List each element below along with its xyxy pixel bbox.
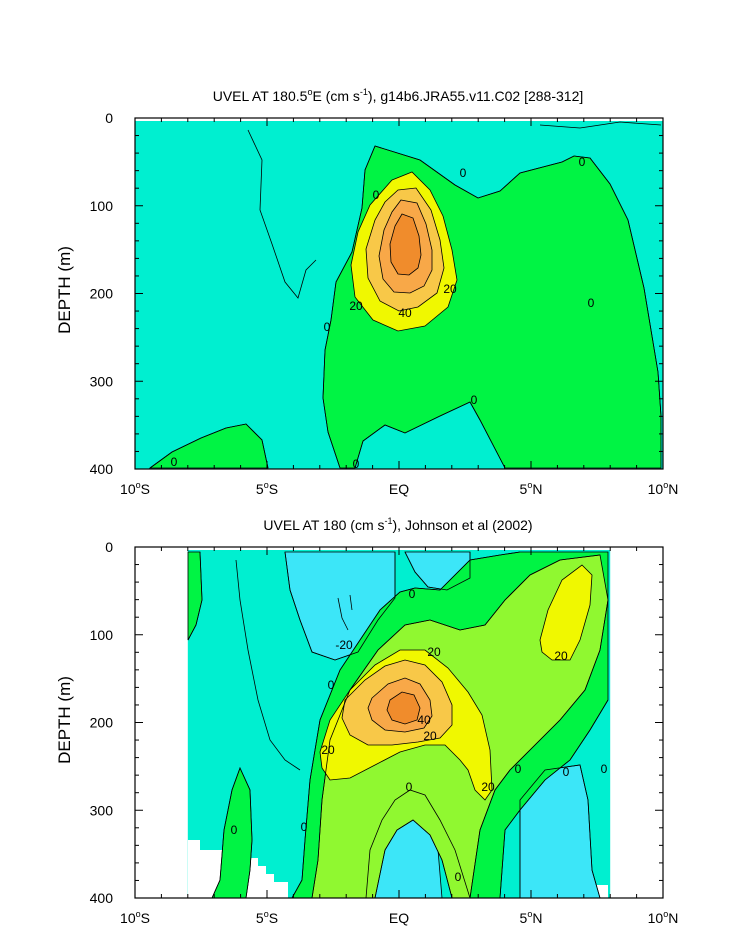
panel-observations: -20 0 0 0 0 0 0 0 0 0 20 20 20 20 20 40 10oS 5oS EQ 5oN 10o… [90,539,679,926]
y-tick-label: 400 [90,890,114,906]
contour-line [469,599,609,899]
panel-model: 0 0 0 0 0 0 0 0 20 20 40 10oS 5oS EQ 5oN 10oN 0 100 200 30… [90,110,679,497]
contour-label: 0 [409,587,416,601]
contour-line [519,764,601,899]
contour-label: 0 [231,823,238,837]
contour-lines [187,551,609,899]
contour-line [374,819,453,899]
contour-line [404,551,471,591]
contour-labels: 0 0 0 0 0 0 0 0 20 20 40 [171,155,595,471]
contour-line [149,423,269,469]
contour-line [311,554,601,899]
y-axis-label-1: DEPTH (m) [55,246,74,334]
y-tick-label: 200 [90,715,114,731]
contour-fill-level-4 [539,564,593,661]
y-tick-label: 300 [90,802,114,818]
contour-label: 0 [471,393,478,407]
contour-label: 0 [563,765,570,779]
x-tick-label: 5oN [520,480,543,497]
x-tick-label: 5oS [256,909,278,926]
contour-label: 0 [406,780,413,794]
contour-label: 0 [171,455,178,469]
y-tick-label: 0 [105,539,113,555]
x-tick-label: 10oN [648,480,679,497]
contour-label: 20 [349,299,363,313]
y-axis-label-2: DEPTH (m) [55,676,74,764]
contour-label: -20 [335,638,353,652]
contour-label: 0 [460,166,467,180]
contour-label: 0 [353,457,360,471]
contour-line [539,121,662,129]
contour-line [235,559,301,771]
contour-labels: -20 0 0 0 0 0 0 0 0 0 20 20 20 20 20 40 [231,587,608,884]
contour-fills [135,121,663,469]
contour-label: 20 [554,649,568,663]
contour-label: 0 [579,155,586,169]
contour-label: 20 [427,645,441,659]
contour-line [374,145,662,417]
contour-line [187,551,203,641]
contour-label: 20 [481,780,495,794]
contour-line [284,551,396,661]
contour-fill-level-5 [389,213,422,276]
contour-label: 0 [601,762,608,776]
contour-label: 20 [321,743,335,757]
contour-label: 0 [301,820,308,834]
y-tick-label: 300 [90,373,114,389]
contour-label: 0 [588,296,595,310]
contour-line [337,594,353,631]
y-tick-label: 100 [90,198,114,214]
x-tick-label: EQ [389,910,409,926]
contour-line [322,145,376,469]
x-tick-label: EQ [389,481,409,497]
contour-label: 40 [398,306,412,320]
y-tick-label: 0 [105,110,113,126]
contour-lines [149,121,662,469]
contour-label: 0 [328,678,335,692]
x-tick-label: 5oS [256,480,278,497]
x-tick-label: 10oN [648,909,679,926]
x-tick-label: 10oS [120,909,150,926]
contour-line [247,129,317,299]
contour-label: 0 [515,762,522,776]
y-tick-label: 100 [90,627,114,643]
contour-line [365,789,471,899]
y-tick-label: 200 [90,286,114,302]
contour-label: 40 [417,713,431,727]
chart-title-2: UVEL AT 180 (cm s-1), Johnson et al (200… [263,516,532,533]
x-tick-label: 10oS [120,480,150,497]
contour-label: 20 [423,729,437,743]
contour-label: 0 [455,870,462,884]
contour-line [211,766,253,899]
contour-fills [187,550,611,899]
contour-label: 0 [324,320,331,334]
contour-label: 0 [373,188,380,202]
chart-title-1: UVEL AT 180.5oE (cm s-1), g14b6.JRA55.v1… [213,87,584,104]
contour-line [499,699,609,899]
x-tick-label: 5oN [520,909,543,926]
y-tick-label: 400 [90,461,114,477]
contour-line [354,401,506,469]
contour-label: 20 [443,282,457,296]
contour-fill-level-7 [386,691,421,725]
